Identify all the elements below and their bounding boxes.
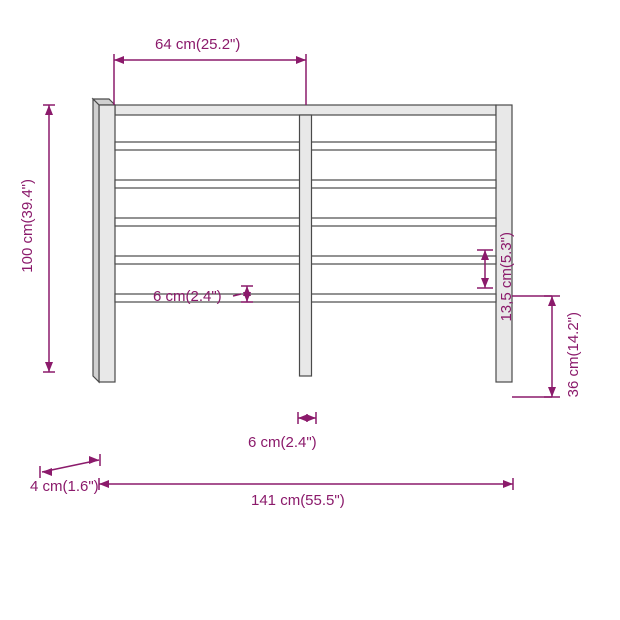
diagram-svg [0,0,620,620]
dim-height-left: 100 cm(39.4") [19,179,36,273]
dim-width-top: 64 cm(25.2") [155,36,240,53]
dim-slat-gap: 13,5 cm(5.3") [498,232,515,322]
dim-depth: 4 cm(1.6") [30,478,99,495]
dim-width-bottom: 141 cm(55.5") [251,492,345,509]
dim-center-post-width: 6 cm(2.4") [248,434,317,451]
dim-slat-thickness: 6 cm(2.4") [153,288,222,305]
dim-right-36: 36 cm(14.2") [565,312,582,397]
dimension-diagram: 64 cm(25.2") 100 cm(39.4") 4 cm(1.6") 6 cm(… [0,0,620,620]
